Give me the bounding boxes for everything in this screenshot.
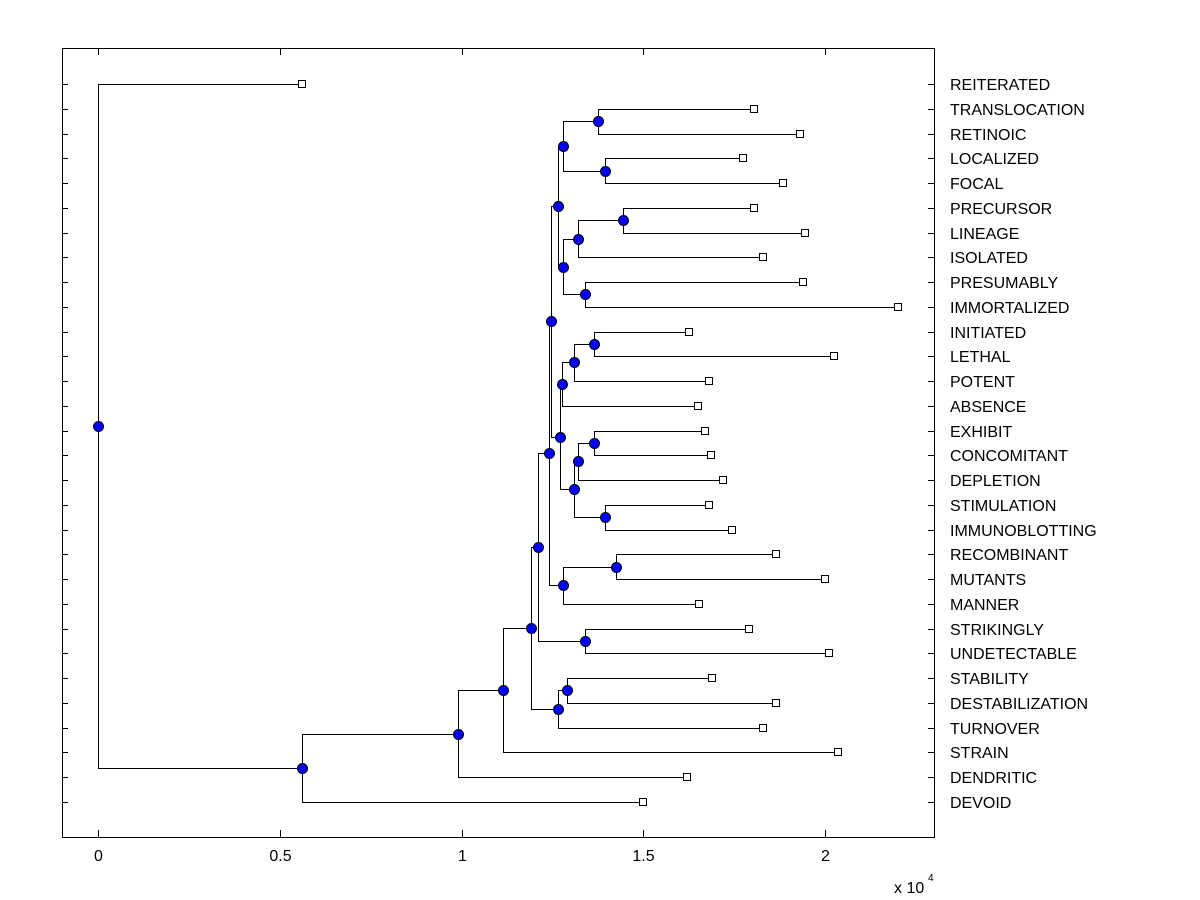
leaf-label: FOCAL	[950, 176, 1003, 193]
x-scale-exponent: 4	[928, 873, 934, 884]
internal-node-marker	[558, 380, 568, 390]
leaf-labels: REITERATED TRANSLOCATION RETINOIC LOCALIZED…	[950, 77, 1097, 812]
internal-node-marker	[601, 513, 611, 523]
internal-node-marker	[619, 216, 629, 226]
leaf-marker	[822, 576, 829, 583]
leaf-marker	[780, 180, 787, 187]
internal-node-marker	[559, 142, 569, 152]
x-tick-label: 1	[458, 848, 467, 865]
leaf-label: MUTANTS	[950, 572, 1026, 589]
leaf-label: STRIKINGLY	[950, 622, 1044, 639]
x-scale-exponent-label: x 10	[894, 880, 924, 897]
leaf-label: RETINOIC	[950, 127, 1026, 144]
internal-node-marker	[594, 117, 604, 127]
leaf-marker	[831, 353, 838, 360]
internal-node-marker	[499, 686, 509, 696]
leaf-marker	[696, 601, 703, 608]
leaf-marker	[826, 650, 833, 657]
internal-node-marker	[601, 167, 611, 177]
leaf-label: LINEAGE	[950, 226, 1019, 243]
internal-node-marker	[559, 263, 569, 273]
leaf-marker	[835, 749, 842, 756]
leaf-label: PRECURSOR	[950, 201, 1052, 218]
leaf-label: ABSENCE	[950, 399, 1026, 416]
leaf-label: PRESUMABLY	[950, 275, 1059, 292]
leaf-marker	[773, 700, 780, 707]
leaf-label: STIMULATION	[950, 498, 1056, 515]
leaf-marker	[708, 452, 715, 459]
internal-node-marker	[534, 543, 544, 553]
internal-node-marker	[570, 358, 580, 368]
internal-node-marker	[527, 624, 537, 634]
internal-node-marker	[590, 340, 600, 350]
leaf-marker	[895, 304, 902, 311]
x-tick-label: 1.5	[632, 848, 654, 865]
leaf-marker	[800, 279, 807, 286]
x-tick-label: 0	[94, 848, 103, 865]
leaf-marker	[720, 477, 727, 484]
leaf-label: ISOLATED	[950, 250, 1028, 267]
leaf-label: LOCALIZED	[950, 151, 1039, 168]
internal-node-marker	[298, 764, 308, 774]
leaf-label: CONCOMITANT	[950, 448, 1068, 465]
leaf-marker	[709, 675, 716, 682]
leaf-label: DEVOID	[950, 795, 1011, 812]
internal-node-marker	[581, 637, 591, 647]
leaf-marker	[802, 230, 809, 237]
plot-area	[63, 49, 935, 838]
leaf-marker	[760, 254, 767, 261]
leaf-marker	[706, 502, 713, 509]
leaf-marker	[684, 774, 691, 781]
leaf-marker	[773, 551, 780, 558]
leaf-marker	[751, 205, 758, 212]
leaf-marker	[746, 626, 753, 633]
internal-node-marker	[581, 290, 591, 300]
x-tick-label: 2	[821, 848, 830, 865]
x-tick-label: 0.5	[269, 848, 291, 865]
internal-node-marker	[554, 202, 564, 212]
internal-node-marker	[556, 433, 566, 443]
internal-node-marker	[454, 730, 464, 740]
leaf-label: DEPLETION	[950, 473, 1041, 490]
internal-node-marker	[574, 235, 584, 245]
leaf-marker	[706, 378, 713, 385]
leaf-marker	[740, 155, 747, 162]
leaf-marker	[729, 527, 736, 534]
leaf-label: RECOMBINANT	[950, 547, 1068, 564]
leaf-label: UNDETECTABLE	[950, 646, 1077, 663]
leaf-label: REITERATED	[950, 77, 1050, 94]
leaf-label: LETHAL	[950, 349, 1011, 366]
leaf-marker	[702, 428, 709, 435]
internal-node-marker	[545, 449, 555, 459]
internal-node-marker	[554, 705, 564, 715]
internal-node-marker	[559, 581, 569, 591]
leaf-label: TRANSLOCATION	[950, 102, 1085, 119]
leaf-label: DENDRITIC	[950, 770, 1037, 787]
leaf-label: INITIATED	[950, 325, 1026, 342]
leaf-label: IMMORTALIZED	[950, 300, 1069, 317]
leaf-label: MANNER	[950, 597, 1019, 614]
leaf-marker	[760, 725, 767, 732]
leaf-marker	[695, 403, 702, 410]
leaf-label: POTENT	[950, 374, 1015, 391]
leaf-marker	[751, 106, 758, 113]
leaf-marker	[640, 799, 647, 806]
leaf-marker	[299, 81, 306, 88]
leaf-label: STABILITY	[950, 671, 1029, 688]
internal-node-marker	[590, 439, 600, 449]
leaf-marker	[797, 131, 804, 138]
internal-node-marker	[94, 422, 104, 432]
internal-node-marker	[574, 457, 584, 467]
leaf-label: TURNOVER	[950, 721, 1040, 738]
leaf-label: IMMUNOBLOTTING	[950, 523, 1097, 540]
internal-node-marker	[570, 485, 580, 495]
leaf-label: DESTABILIZATION	[950, 696, 1088, 713]
leaf-label: EXHIBIT	[950, 424, 1012, 441]
leaf-marker	[686, 329, 693, 336]
leaf-label: STRAIN	[950, 745, 1009, 762]
internal-node-marker	[563, 686, 573, 696]
internal-node-marker	[612, 563, 622, 573]
internal-node-marker	[547, 317, 557, 327]
